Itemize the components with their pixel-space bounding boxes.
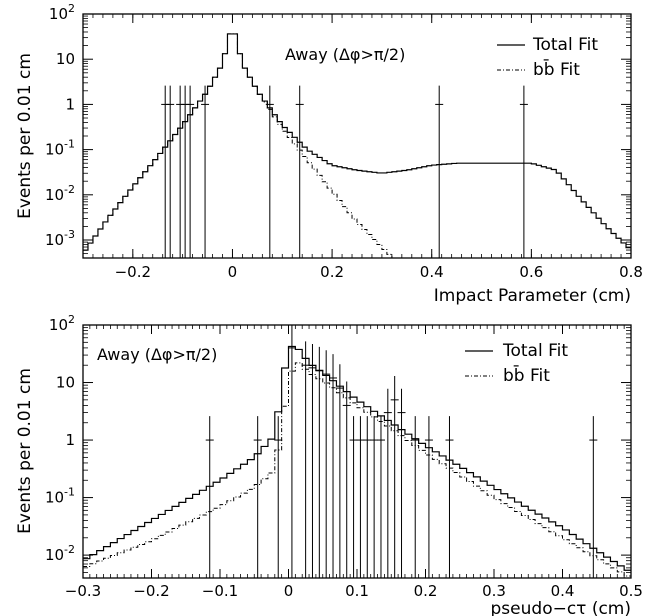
y-tick-label: 102 — [49, 313, 75, 334]
x-axis-label: Impact Parameter (cm) — [434, 286, 631, 306]
x-tick-label: 0 — [228, 263, 238, 281]
y-tick-label: 1 — [65, 95, 75, 113]
x-tick-label: 0.3 — [482, 582, 506, 600]
x-tick-label: −0.2 — [133, 582, 169, 600]
annotation: Away (Δφ>π/2) — [285, 45, 405, 64]
x-tick-label: 0.8 — [619, 263, 643, 281]
y-axis-label: Events per 0.01 cm — [15, 368, 35, 534]
legend-total-fit-label: Total Fit — [532, 35, 598, 55]
x-tick-label: 0.4 — [551, 582, 575, 600]
plot-area — [83, 33, 631, 258]
legend: Total Fit bb̄ Fit — [497, 35, 598, 80]
plot-area — [83, 325, 631, 578]
x-tick-label: 0 — [284, 582, 294, 600]
x-axis-label: pseudo−cτ (cm) — [491, 599, 631, 616]
y-tick-label: 10-1 — [45, 486, 75, 507]
chart-panel-2: −0.3 −0.2 −0.1 0 0.1 0.2 0.3 0.4 0.5 10-2 10-1 1 10 1… — [15, 313, 643, 616]
x-tick-label: −0.3 — [65, 582, 101, 600]
legend-bb-fit-label: bb̄ Fit — [533, 58, 580, 80]
legend-bb-fit-label: bb̄ Fit — [503, 364, 550, 386]
series-bb-fit-line — [83, 33, 393, 258]
y-tick-label: 10-3 — [45, 228, 75, 249]
y-tick-label: 1 — [65, 431, 75, 449]
series-total-fit-line — [83, 345, 631, 571]
x-tick-label: 0.1 — [345, 582, 369, 600]
y-tick-label: 10-2 — [45, 543, 75, 564]
legend: Total Fit bb̄ Fit — [465, 341, 568, 386]
x-tick-label: 0.2 — [320, 263, 344, 281]
x-tick-label: 0.5 — [619, 582, 643, 600]
x-tick-label: 0.2 — [414, 582, 438, 600]
y-tick-label: 10 — [56, 50, 75, 68]
x-tick-label: −0.2 — [115, 263, 151, 281]
y-tick-label: 102 — [49, 2, 75, 23]
series-bb-fit-line — [83, 362, 631, 577]
legend-total-fit-label: Total Fit — [502, 341, 568, 361]
y-tick-label: 10 — [56, 374, 75, 392]
annotation: Away (Δφ>π/2) — [97, 345, 217, 364]
x-tick-label: 0.4 — [420, 263, 444, 281]
x-tick-label: −0.1 — [202, 582, 238, 600]
y-tick-label: 10-2 — [45, 183, 75, 204]
y-axis-label: Events per 0.01 cm — [15, 53, 35, 219]
x-tick-label: 0.6 — [519, 263, 543, 281]
chart-panel-1: −0.2 0 0.2 0.4 0.6 0.8 10-3 10-2 10-1 1 10 102 Impac… — [15, 2, 643, 306]
y-tick-label: 10-1 — [45, 138, 75, 159]
